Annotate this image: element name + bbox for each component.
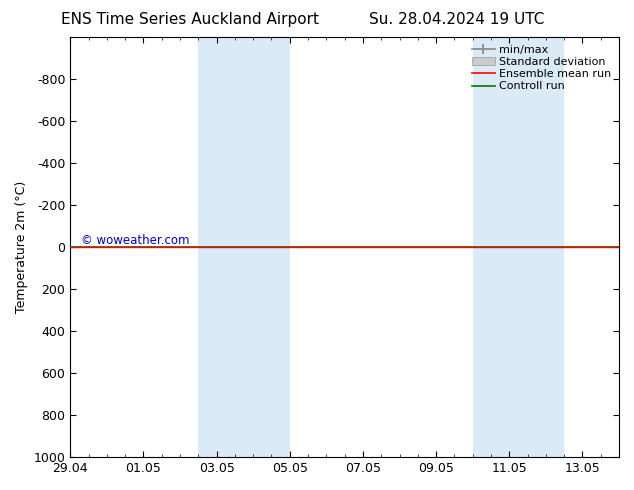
Legend: min/max, Standard deviation, Ensemble mean run, Controll run: min/max, Standard deviation, Ensemble me… — [468, 40, 616, 96]
Text: ENS Time Series Auckland Airport: ENS Time Series Auckland Airport — [61, 12, 319, 27]
Bar — [473, 37, 564, 457]
Y-axis label: Temperature 2m (°C): Temperature 2m (°C) — [15, 181, 28, 313]
Text: © woweather.com: © woweather.com — [81, 234, 190, 247]
Text: Su. 28.04.2024 19 UTC: Su. 28.04.2024 19 UTC — [369, 12, 544, 27]
Bar — [198, 37, 290, 457]
